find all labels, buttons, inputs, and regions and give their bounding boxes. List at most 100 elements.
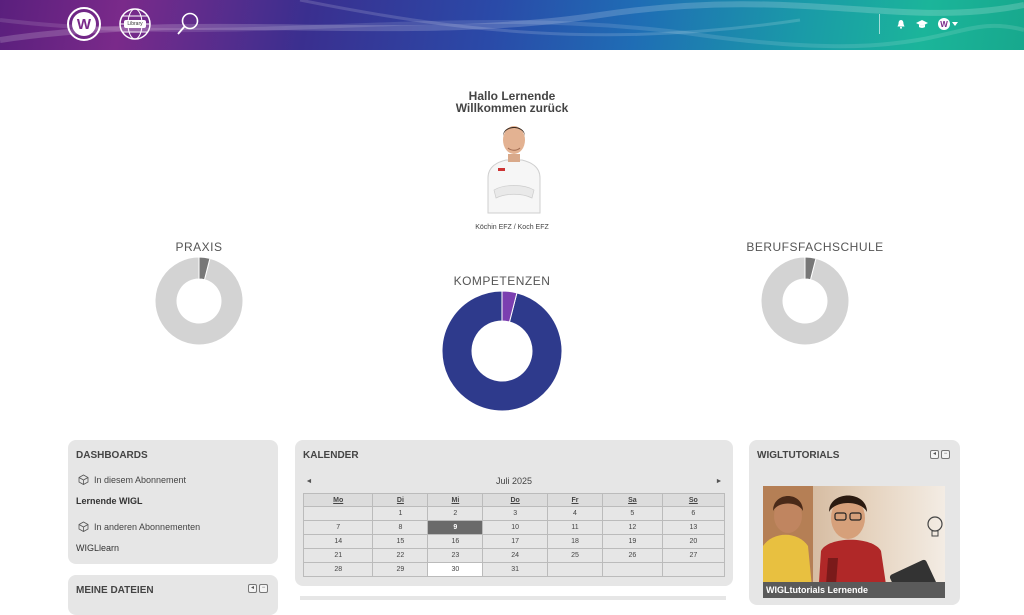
calendar-empty-cell <box>661 562 726 577</box>
donut-slice-remaining <box>760 256 850 346</box>
calendar-weekday: Do <box>482 493 548 507</box>
header-divider <box>879 14 880 34</box>
calendar-weekday: Fr <box>547 493 603 507</box>
calendar-week-row: 14 15 16 17 18 19 20 <box>302 534 726 549</box>
calendar-day[interactable]: 5 <box>601 506 663 521</box>
calendar-day[interactable]: 27 <box>661 548 726 563</box>
files-panel: MEINE DATEIEN ◂ − <box>68 575 278 615</box>
dashboards-section-other: In anderen Abonnementen <box>78 521 200 532</box>
greeting-line2: Willkommen zurück <box>455 101 569 115</box>
bell-icon[interactable] <box>896 19 906 29</box>
dashboards-panel: DASHBOARDS In diesem Abonnement Lernende… <box>68 440 278 564</box>
calendar-weekday: Mi <box>427 493 484 507</box>
donut-chart-praxis <box>154 256 244 346</box>
calendar-day[interactable]: 3 <box>482 506 548 521</box>
dashboard-link-wiglearn[interactable]: WIGLlearn <box>76 543 120 553</box>
calendar-day[interactable]: 23 <box>427 548 484 563</box>
calendar-day[interactable]: 17 <box>482 534 548 549</box>
profile-photo <box>484 118 544 214</box>
files-controls: ◂ − <box>248 584 268 593</box>
calendar-prev-button[interactable]: ◄ <box>305 477 313 485</box>
user-avatar: W <box>938 18 950 30</box>
calendar-day[interactable]: 7 <box>302 520 374 535</box>
bottom-panel-edge <box>300 596 726 600</box>
calendar-next-button[interactable]: ► <box>715 477 723 485</box>
calendar-day[interactable]: 25 <box>547 548 603 563</box>
calendar-day[interactable]: 30 <box>427 562 484 577</box>
calendar-day[interactable]: 22 <box>372 548 429 563</box>
cube-icon <box>78 474 89 485</box>
calendar-day[interactable]: 11 <box>547 520 603 535</box>
calendar-day[interactable]: 10 <box>482 520 548 535</box>
tutorials-panel: WIGLTUTORIALS ◂ − WIGLtutorials Lernende <box>749 440 960 605</box>
calendar-weekday: So <box>661 493 726 507</box>
cube-icon <box>78 521 89 532</box>
donut-slice-completed <box>501 290 518 323</box>
calendar-empty-cell <box>302 506 374 521</box>
wigl-logo[interactable]: W <box>67 7 101 41</box>
calendar-day[interactable]: 24 <box>482 548 548 563</box>
calendar-day[interactable]: 14 <box>302 534 374 549</box>
tutorials-title: WIGLTUTORIALS <box>757 450 840 461</box>
donut-title-praxis: PRAXIS <box>175 240 223 254</box>
tutorials-controls: ◂ − <box>930 450 950 459</box>
calendar-day[interactable]: 21 <box>302 548 374 563</box>
collapse-icon[interactable]: ◂ <box>930 450 939 459</box>
calendar-day[interactable]: 4 <box>547 506 603 521</box>
library-label: Library <box>124 20 146 28</box>
dashboards-section-current: In diesem Abonnement <box>78 474 186 485</box>
calendar-weekday: Mo <box>302 493 374 507</box>
calendar-day[interactable]: 6 <box>661 506 726 521</box>
dashboard-link-lernende-wigl[interactable]: Lernende WIGL <box>76 496 143 506</box>
calendar-grid: Mo Di Mi Do Fr Sa So 1 2 3 4 5 6 7 8 9 10 11 12 13 14 15 16 17… <box>302 493 726 577</box>
user-menu[interactable]: W <box>938 18 958 30</box>
dashboards-section-label: In diesem Abonnement <box>94 474 187 485</box>
calendar-week-row: 28 29 30 31 <box>302 562 726 577</box>
tutorial-thumbnail[interactable]: WIGLtutorials Lernende <box>763 486 945 598</box>
donut-title-berufsfachschule: BERUFSFACHSCHULE <box>746 240 884 254</box>
greeting-line1: Hallo Lernende <box>468 89 556 103</box>
donut-slice-remaining <box>154 256 244 346</box>
dashboards-title: DASHBOARDS <box>76 450 148 461</box>
calendar-empty-cell <box>601 562 663 577</box>
calendar-day[interactable]: 26 <box>601 548 663 563</box>
top-header: W Library W <box>0 0 1024 50</box>
calendar-day[interactable]: 31 <box>482 562 548 577</box>
calendar-day[interactable]: 20 <box>661 534 726 549</box>
header-actions: W <box>879 14 958 34</box>
calendar-empty-cell <box>547 562 603 577</box>
collapse-icon[interactable]: ◂ <box>248 584 257 593</box>
calendar-month: Juli 2025 <box>495 476 533 486</box>
calendar-day[interactable]: 9 <box>427 520 484 535</box>
minimize-icon[interactable]: − <box>941 450 950 459</box>
calendar-day[interactable]: 13 <box>661 520 726 535</box>
calendar-weekday: Sa <box>601 493 663 507</box>
donut-title-kompetenzen: KOMPETENZEN <box>453 274 551 288</box>
calendar-day[interactable]: 8 <box>372 520 429 535</box>
calendar-day[interactable]: 12 <box>601 520 663 535</box>
calendar-day[interactable]: 18 <box>547 534 603 549</box>
calendar-day[interactable]: 1 <box>372 506 429 521</box>
search-icon[interactable] <box>176 11 200 37</box>
calendar-day[interactable]: 15 <box>372 534 429 549</box>
chevron-down-icon <box>952 22 958 26</box>
calendar-week-row: 7 8 9 10 11 12 13 <box>302 520 726 535</box>
donut-slice-remaining <box>441 290 563 412</box>
donut-chart-kompetenzen <box>441 290 563 412</box>
minimize-icon[interactable]: − <box>259 584 268 593</box>
library-globe-icon[interactable]: Library <box>118 7 152 41</box>
calendar-day[interactable]: 28 <box>302 562 374 577</box>
calendar-day[interactable]: 16 <box>427 534 484 549</box>
tutorial-caption: WIGLtutorials Lernende <box>763 582 945 598</box>
calendar-week-row: 21 22 23 24 25 26 27 <box>302 548 726 563</box>
donut-chart-berufsfachschule <box>760 256 850 346</box>
calendar-day[interactable]: 2 <box>427 506 484 521</box>
header-pattern <box>0 0 1024 49</box>
calendar-day[interactable]: 29 <box>372 562 429 577</box>
calendar-weekday: Di <box>372 493 429 507</box>
calendar-title: KALENDER <box>303 450 359 461</box>
calendar-day[interactable]: 19 <box>601 534 663 549</box>
graduation-cap-icon[interactable] <box>916 19 928 29</box>
